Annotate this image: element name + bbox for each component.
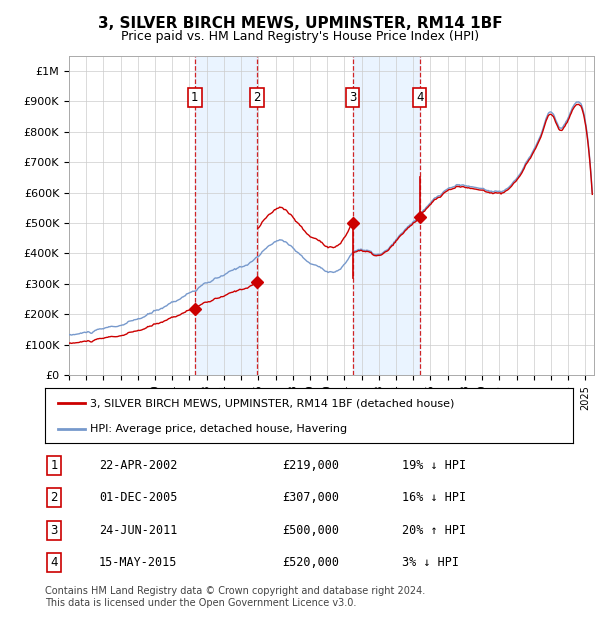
Text: £219,000: £219,000 [282, 459, 339, 472]
Text: 01-DEC-2005: 01-DEC-2005 [99, 492, 178, 504]
Text: HPI: Average price, detached house, Havering: HPI: Average price, detached house, Have… [90, 424, 347, 435]
Text: £307,000: £307,000 [282, 492, 339, 504]
Text: 15-MAY-2015: 15-MAY-2015 [99, 556, 178, 569]
Text: 4: 4 [50, 556, 58, 569]
Text: 1: 1 [50, 459, 58, 472]
Bar [353, 56, 419, 375]
Text: £500,000: £500,000 [282, 524, 339, 536]
Text: Price paid vs. HM Land Registry's House Price Index (HPI): Price paid vs. HM Land Registry's House … [121, 30, 479, 43]
Text: 3: 3 [50, 524, 58, 536]
Text: 16% ↓ HPI: 16% ↓ HPI [402, 492, 466, 504]
Text: 24-JUN-2011: 24-JUN-2011 [99, 524, 178, 536]
Text: 4: 4 [416, 91, 424, 104]
Text: 3: 3 [349, 91, 356, 104]
Text: £520,000: £520,000 [282, 556, 339, 569]
Text: Contains HM Land Registry data © Crown copyright and database right 2024.
This d: Contains HM Land Registry data © Crown c… [45, 586, 425, 608]
Text: 1: 1 [191, 91, 199, 104]
Bar [195, 56, 257, 375]
Text: 19% ↓ HPI: 19% ↓ HPI [402, 459, 466, 472]
Text: 3, SILVER BIRCH MEWS, UPMINSTER, RM14 1BF (detached house): 3, SILVER BIRCH MEWS, UPMINSTER, RM14 1B… [90, 398, 454, 408]
Text: 3% ↓ HPI: 3% ↓ HPI [402, 556, 459, 569]
Text: 2: 2 [253, 91, 261, 104]
Text: 3, SILVER BIRCH MEWS, UPMINSTER, RM14 1BF: 3, SILVER BIRCH MEWS, UPMINSTER, RM14 1B… [98, 16, 502, 30]
Text: 22-APR-2002: 22-APR-2002 [99, 459, 178, 472]
Text: 20% ↑ HPI: 20% ↑ HPI [402, 524, 466, 536]
Text: 2: 2 [50, 492, 58, 504]
